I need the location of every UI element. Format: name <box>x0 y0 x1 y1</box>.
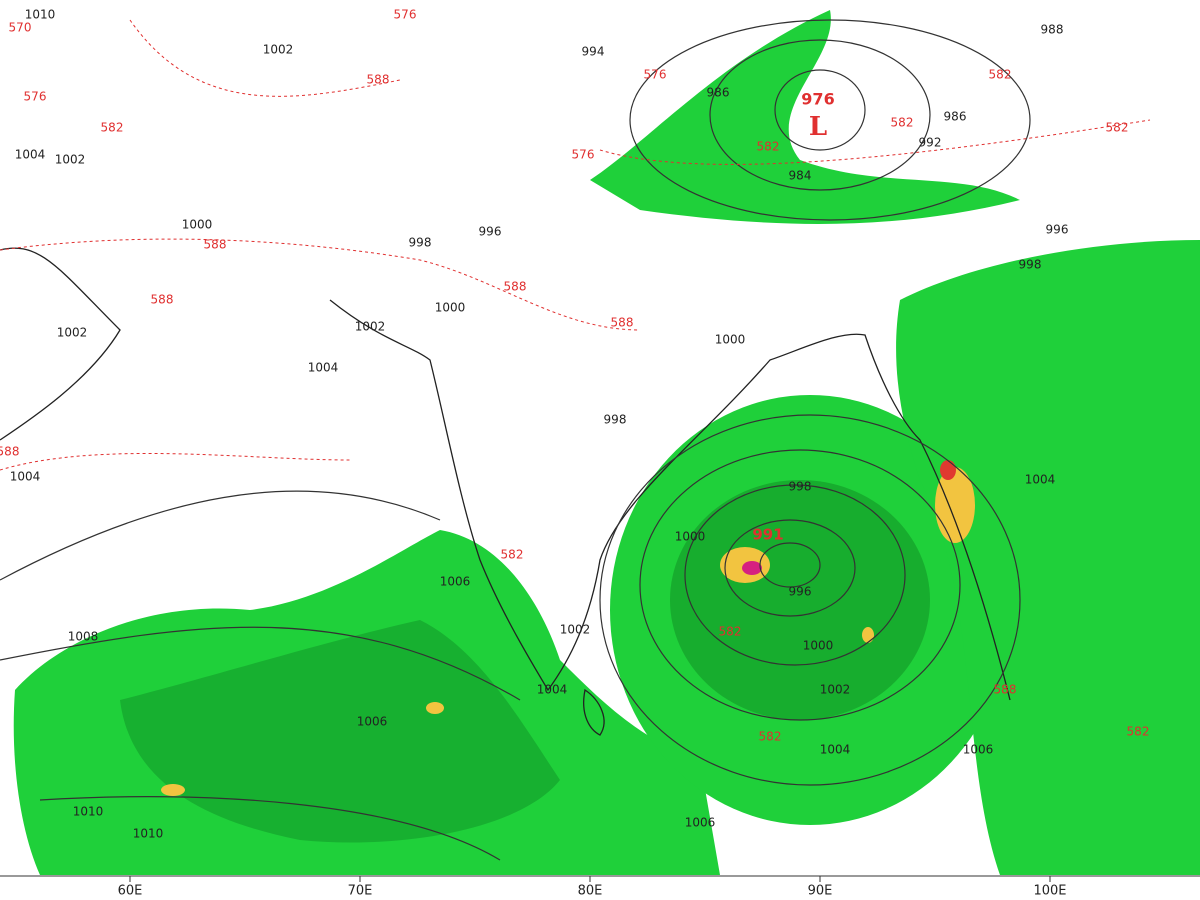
isobar-label: 994 <box>582 45 605 59</box>
isobar-label: 1006 <box>685 816 716 830</box>
precip-east <box>896 240 1200 875</box>
cyclone-core-rain <box>670 480 930 720</box>
isobar <box>774 69 866 151</box>
isobar-label: 1004 <box>1025 473 1056 487</box>
isobar <box>639 449 961 721</box>
isobar-label: 996 <box>789 585 812 599</box>
longitude-label: 80E <box>578 884 603 899</box>
height-label: 588 <box>151 293 174 307</box>
precipitation <box>13 10 1200 875</box>
isobar-label: 998 <box>604 413 627 427</box>
height-label: 582 <box>1127 725 1150 739</box>
height-contour <box>0 19 1151 471</box>
isobar-label: 998 <box>789 480 812 494</box>
isobar <box>599 414 1021 786</box>
precip-heavy <box>120 620 560 843</box>
isobar-label: 1000 <box>675 530 706 544</box>
precip-himalaya <box>590 10 1020 224</box>
isobar-label: 996 <box>1046 223 1069 237</box>
isobar-label: 1002 <box>355 320 386 334</box>
height-contours <box>0 19 1151 471</box>
height-label: 570 <box>9 21 32 35</box>
coastline <box>329 299 1011 701</box>
isobar-label: 1000 <box>182 218 213 232</box>
isobar-label: 1006 <box>963 743 994 757</box>
isobar-label: 1004 <box>15 148 46 162</box>
longitude-label: 70E <box>348 884 373 899</box>
isobar-label: 992 <box>919 136 942 150</box>
isobar <box>724 519 856 617</box>
longitude-label: 90E <box>808 884 833 899</box>
cyclone-pressure: 991 <box>752 526 783 544</box>
extreme-rain <box>940 460 956 480</box>
intense-rain <box>862 627 874 643</box>
height-label: 588 <box>994 683 1017 697</box>
isobar-label: 1004 <box>820 743 851 757</box>
isobar-label: 1004 <box>308 361 339 375</box>
isobar-label: 1010 <box>73 805 104 819</box>
isobar-label: 986 <box>944 110 967 124</box>
isobar <box>684 484 906 666</box>
isobar-label: 1008 <box>68 630 99 644</box>
isobars <box>0 19 1031 861</box>
isobar <box>0 490 521 861</box>
labels: 1010 1002 1004 1002 1000 998 996 1000 1002 1002 10… <box>0 8 1150 841</box>
longitude-label: 60E <box>118 884 143 899</box>
height-label: 576 <box>394 8 417 22</box>
height-label: 588 <box>204 238 227 252</box>
isobar-label: 1002 <box>57 326 88 340</box>
isobar-label: 1004 <box>10 470 41 484</box>
height-label: 582 <box>101 121 124 135</box>
height-label: 588 <box>504 280 527 294</box>
isobar-label: 1004 <box>537 683 568 697</box>
height-label: 588 <box>367 73 390 87</box>
axis-strip <box>0 875 1200 900</box>
isobar-label: 998 <box>1019 258 1042 272</box>
height-label: 582 <box>1106 121 1129 135</box>
coastline <box>0 247 121 441</box>
low-pressure: 976 <box>801 90 834 109</box>
height-label: 576 <box>644 68 667 82</box>
isobar-label: 996 <box>479 225 502 239</box>
isobar-label: 984 <box>789 169 812 183</box>
isobar-label: 1010 <box>25 8 56 22</box>
longitude-label: 100E <box>1033 884 1066 899</box>
isobar <box>709 39 931 191</box>
intense-rain <box>161 784 185 796</box>
height-label: 582 <box>757 140 780 154</box>
height-label: 582 <box>719 625 742 639</box>
isobar-label: 1002 <box>560 623 591 637</box>
height-label: 582 <box>501 548 524 562</box>
isobar-label: 988 <box>1041 23 1064 37</box>
intense-rain <box>935 467 975 543</box>
isobar-label: 1006 <box>357 715 388 729</box>
height-label: 582 <box>989 68 1012 82</box>
height-label: 576 <box>572 148 595 162</box>
height-label: 588 <box>611 316 634 330</box>
intense-rain <box>426 702 444 714</box>
isobar-label: 1006 <box>440 575 471 589</box>
isobar-label: 1000 <box>803 639 834 653</box>
isobar-label: 1000 <box>435 301 466 315</box>
isobar-label: 986 <box>707 86 730 100</box>
isobar-label: 1002 <box>263 43 294 57</box>
isobar <box>759 542 821 588</box>
height-label: 582 <box>759 730 782 744</box>
coastlines <box>0 247 1011 736</box>
isobar-label: 1002 <box>820 683 851 697</box>
isobar-label: 998 <box>409 236 432 250</box>
height-label: 576 <box>24 90 47 104</box>
extreme-rain <box>742 561 762 575</box>
isobar-label: 1000 <box>715 333 746 347</box>
low-symbol: L <box>809 112 827 142</box>
sri-lanka <box>583 688 605 736</box>
isobar <box>629 19 1031 221</box>
height-label: 588 <box>0 445 19 459</box>
isobar-label: 1002 <box>55 153 86 167</box>
height-label: 582 <box>891 116 914 130</box>
isobar-label: 1010 <box>133 827 164 841</box>
